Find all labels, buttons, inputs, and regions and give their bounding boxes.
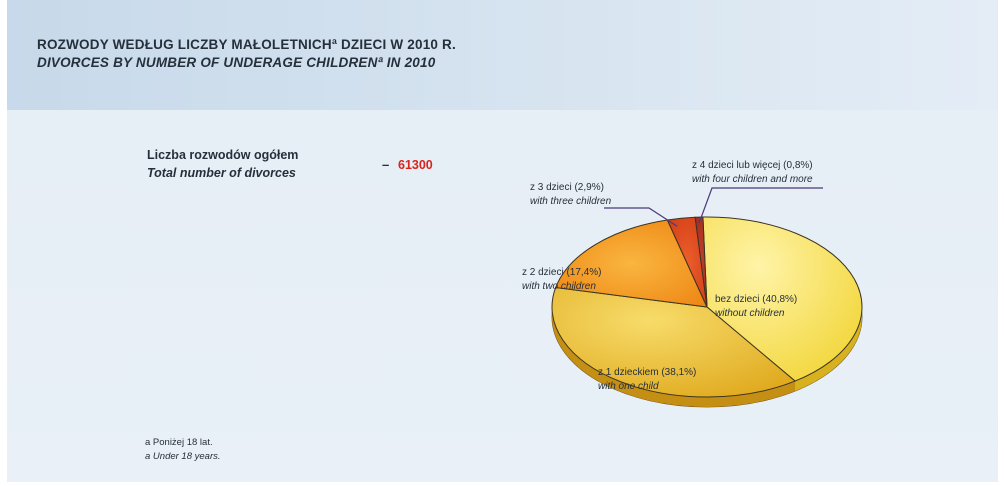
label-pl-two-children: z 2 dzieci (17,4%) xyxy=(522,267,601,278)
footnote-pl: a Poniżej 18 lat. xyxy=(145,437,213,448)
slice-one-child xyxy=(551,286,797,398)
pie-chart: bez dzieci (40,8%) without children z 1 dz… xyxy=(522,160,863,408)
label-en-four-children: with four children and more xyxy=(692,174,813,185)
label-en-without-children: without children xyxy=(715,308,785,319)
slice-four-children xyxy=(694,216,708,308)
label-pl-one-child: z 1 dzieckiem (38,1%) xyxy=(598,367,696,378)
leader-line-three-children xyxy=(604,207,678,227)
slice-one-child-side xyxy=(551,287,796,408)
footnote-en: a Under 18 years. xyxy=(145,451,221,462)
pie-slices xyxy=(551,216,863,398)
label-pl-without-children: bez dzieci (40,8%) xyxy=(715,294,797,305)
chart-title-en: DIVORCES BY NUMBER OF UNDERAGE CHILDRENª… xyxy=(37,55,436,70)
label-pl-three-children: z 3 dzieci (2,9%) xyxy=(530,182,604,193)
chart-title-pl: ROZWODY WEDŁUG LICZBY MAŁOLETNICHª DZIEC… xyxy=(37,37,456,52)
leader-line-four-children xyxy=(698,187,823,224)
total-label-pl: Liczba rozwodów ogółem xyxy=(147,148,299,162)
label-en-one-child: with one child xyxy=(598,381,659,392)
slice-two-children xyxy=(555,219,708,308)
slice-without-children xyxy=(702,216,863,382)
total-label-en: Total number of divorces xyxy=(147,166,296,180)
pie-labels: bez dzieci (40,8%) without children z 1 dz… xyxy=(522,160,823,392)
label-en-three-children: with three children xyxy=(530,196,612,207)
chart-panel: ROZWODY WEDŁUG LICZBY MAŁOLETNICHª DZIEC… xyxy=(7,0,998,482)
header-band xyxy=(7,0,998,110)
label-en-two-children: with two children xyxy=(522,281,596,292)
label-pl-four-children: z 4 dzieci lub więcej (0,8%) xyxy=(692,160,813,171)
total-value: 61300 xyxy=(398,158,433,172)
total-dash: – xyxy=(382,157,390,172)
